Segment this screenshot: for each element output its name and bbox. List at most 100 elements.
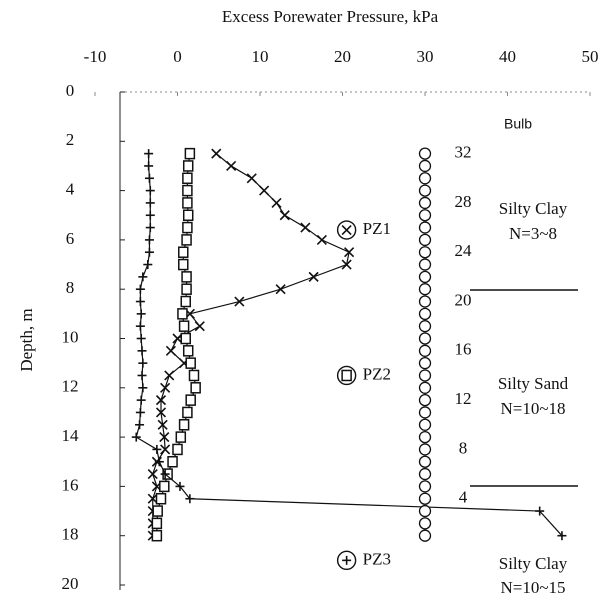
marker bbox=[418, 529, 432, 542]
marker-part bbox=[418, 480, 432, 493]
bulb-label: 16 bbox=[455, 340, 472, 359]
marker bbox=[418, 467, 432, 481]
marker bbox=[418, 443, 432, 456]
marker bbox=[160, 469, 170, 479]
marker bbox=[418, 332, 432, 345]
marker-part bbox=[418, 307, 432, 321]
marker bbox=[234, 296, 245, 307]
marker bbox=[177, 308, 188, 320]
marker bbox=[341, 259, 352, 270]
marker bbox=[418, 320, 432, 333]
y-tick-label: 20 bbox=[62, 574, 79, 593]
marker bbox=[418, 455, 432, 468]
marker-part bbox=[275, 284, 286, 295]
marker bbox=[138, 383, 148, 393]
marker-part bbox=[151, 517, 163, 530]
marker bbox=[418, 147, 432, 160]
marker bbox=[154, 457, 164, 467]
marker bbox=[178, 246, 189, 258]
marker bbox=[271, 197, 282, 208]
marker bbox=[172, 443, 183, 456]
marker-part bbox=[181, 271, 192, 283]
marker bbox=[316, 234, 327, 245]
marker bbox=[164, 370, 175, 381]
bulb-label: 20 bbox=[455, 290, 472, 309]
marker-part bbox=[167, 456, 178, 468]
bulb-label: 24 bbox=[455, 241, 473, 260]
marker bbox=[178, 419, 190, 431]
y-tick-label: 18 bbox=[62, 525, 79, 544]
soil-name: Silty Clay bbox=[499, 199, 568, 218]
marker bbox=[246, 173, 257, 184]
marker bbox=[182, 406, 193, 419]
marker-part bbox=[418, 283, 432, 296]
marker bbox=[341, 224, 352, 236]
y-tick-label: 4 bbox=[66, 180, 75, 199]
marker bbox=[152, 444, 162, 454]
marker-part bbox=[194, 321, 205, 332]
piezometer-ring bbox=[336, 365, 357, 386]
marker-part bbox=[418, 381, 432, 394]
marker-part bbox=[418, 159, 432, 173]
x-tick-label: -10 bbox=[84, 47, 107, 66]
marker bbox=[418, 221, 432, 234]
soil-name: Silty Sand bbox=[498, 374, 569, 393]
marker bbox=[145, 210, 155, 220]
marker bbox=[136, 395, 146, 405]
marker-part bbox=[181, 283, 192, 295]
marker bbox=[155, 407, 167, 418]
marker bbox=[418, 295, 432, 308]
marker bbox=[135, 420, 145, 430]
marker bbox=[144, 235, 154, 245]
x-tick-label: 40 bbox=[499, 47, 516, 66]
marker-part bbox=[177, 308, 188, 320]
marker-part bbox=[300, 222, 311, 233]
marker bbox=[137, 346, 147, 356]
marker-part bbox=[190, 382, 201, 394]
bulb-label: 8 bbox=[459, 438, 468, 457]
marker bbox=[418, 184, 432, 197]
marker-part bbox=[147, 469, 158, 480]
y-tick-label: 16 bbox=[62, 475, 79, 494]
bulb-title: Bulb bbox=[504, 116, 532, 132]
piezometer-label: PZ3 bbox=[363, 549, 391, 568]
marker bbox=[418, 369, 432, 382]
marker bbox=[181, 283, 192, 295]
marker bbox=[151, 529, 163, 542]
marker bbox=[138, 358, 148, 368]
marker-part bbox=[418, 517, 432, 530]
marker bbox=[143, 260, 153, 270]
marker-part bbox=[181, 234, 192, 246]
marker bbox=[180, 295, 191, 308]
marker-part bbox=[178, 320, 190, 332]
marker-part bbox=[172, 443, 183, 456]
marker-part bbox=[279, 210, 290, 221]
soil-n: N=10~15 bbox=[500, 578, 565, 597]
marker bbox=[418, 209, 432, 222]
marker bbox=[279, 210, 290, 221]
marker bbox=[135, 297, 145, 307]
marker bbox=[144, 149, 154, 159]
marker bbox=[185, 494, 195, 504]
marker bbox=[167, 456, 178, 468]
marker bbox=[175, 481, 185, 491]
marker-part bbox=[418, 270, 432, 284]
marker-part bbox=[418, 455, 432, 468]
marker-part bbox=[418, 295, 432, 308]
marker bbox=[184, 147, 196, 160]
marker bbox=[308, 271, 319, 282]
marker-part bbox=[182, 221, 193, 234]
piezometer-ring bbox=[336, 220, 357, 240]
marker bbox=[344, 247, 355, 258]
marker-part bbox=[182, 184, 193, 197]
marker-part bbox=[418, 209, 432, 222]
marker bbox=[557, 531, 567, 541]
marker-part bbox=[271, 197, 282, 208]
y-tick-label: 10 bbox=[62, 327, 79, 346]
marker-part bbox=[182, 345, 194, 357]
marker bbox=[181, 234, 192, 246]
marker-part bbox=[418, 430, 432, 444]
marker bbox=[194, 321, 205, 332]
marker bbox=[418, 393, 432, 407]
